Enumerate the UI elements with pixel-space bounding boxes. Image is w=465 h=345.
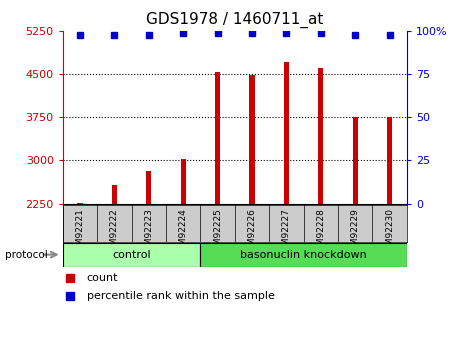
Text: GSM92229: GSM92229	[351, 208, 360, 257]
Text: GSM92227: GSM92227	[282, 208, 291, 257]
Text: basonuclin knockdown: basonuclin knockdown	[240, 250, 367, 259]
Text: GSM92221: GSM92221	[75, 208, 85, 257]
Bar	[352, 117, 358, 204]
Title: GDS1978 / 1460711_at: GDS1978 / 1460711_at	[146, 12, 324, 28]
Text: GSM92222: GSM92222	[110, 208, 119, 257]
Bar	[284, 61, 289, 204]
Bar	[200, 243, 407, 267]
Bar	[63, 243, 200, 267]
Text: count: count	[87, 273, 119, 283]
Text: protocol: protocol	[5, 250, 47, 259]
Text: control: control	[112, 250, 151, 259]
Text: GSM92225: GSM92225	[213, 208, 222, 257]
Text: GSM92224: GSM92224	[179, 208, 188, 257]
Bar	[146, 171, 152, 204]
Text: GSM92228: GSM92228	[316, 208, 326, 257]
Text: GSM92226: GSM92226	[247, 208, 257, 257]
Text: GSM92230: GSM92230	[385, 208, 394, 257]
Bar	[180, 159, 186, 204]
Bar	[249, 75, 255, 204]
Text: percentile rank within the sample: percentile rank within the sample	[87, 292, 275, 302]
Bar	[215, 72, 220, 204]
Bar	[112, 185, 117, 204]
Bar	[318, 68, 324, 204]
Bar	[387, 117, 392, 204]
Text: GSM92223: GSM92223	[144, 208, 153, 257]
